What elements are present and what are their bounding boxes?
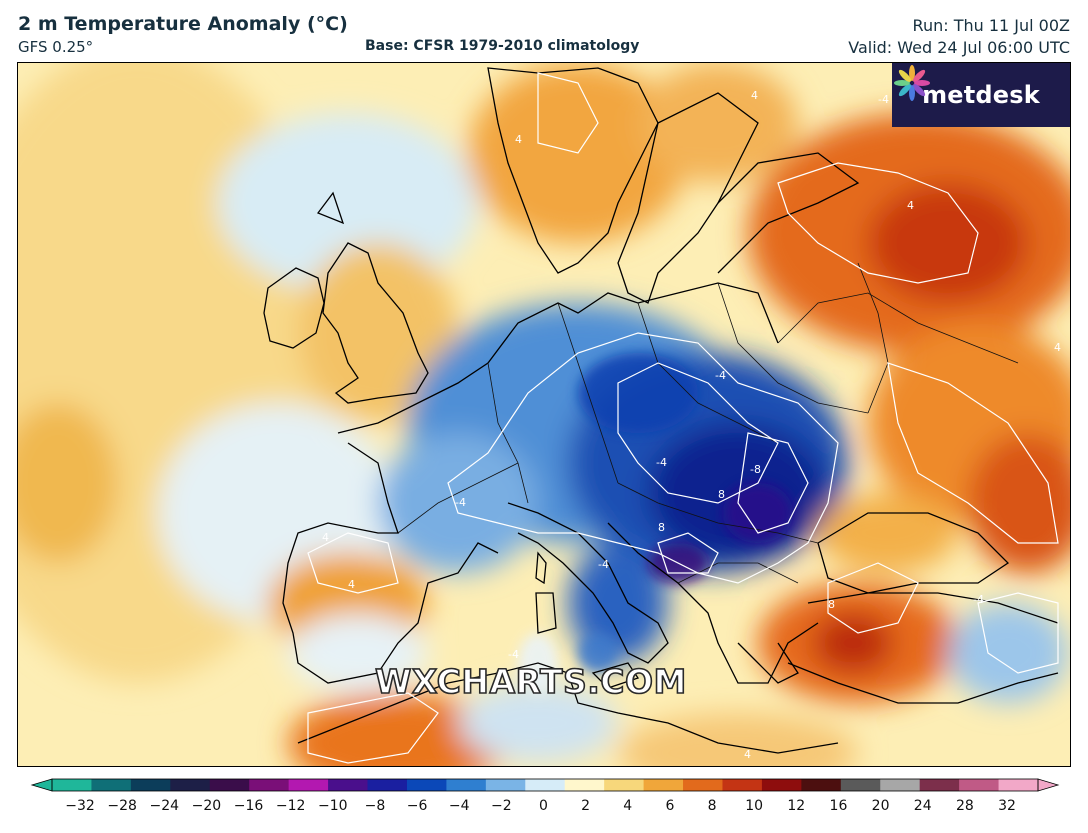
contour-label: -4	[715, 369, 726, 382]
contour-label: -4	[508, 648, 519, 661]
colorbar-tick-label: 20	[871, 798, 890, 814]
wxcharts-watermark: WXCHARTS.COM	[374, 661, 687, 702]
colorbar-tick-label: 10	[745, 798, 764, 814]
contour-label: -8	[750, 463, 761, 476]
colorbar-segment	[683, 779, 724, 791]
metdesk-flower-icon	[894, 65, 930, 101]
colorbar-segment	[52, 779, 93, 791]
contour-label: 8	[718, 488, 725, 501]
colorbar-segment	[130, 779, 171, 791]
colorbar-tick-label: 28	[955, 798, 974, 814]
colorbar-segment	[525, 779, 566, 791]
contour-label-group: 4 4 4 4 4 4 -4 -4 -4 -4 -4 -4 -8 8 8 8 -…	[322, 89, 1061, 761]
colorbar-segment	[249, 779, 290, 791]
colorbar-segment	[880, 779, 921, 791]
colorbar-segment	[959, 779, 1000, 791]
contour-label: 4	[751, 89, 758, 102]
anomaly-map[interactable]: 4 4 4 4 4 4 -4 -4 -4 -4 -4 -4 -8 8 8 8 -…	[17, 62, 1071, 767]
colorbar-tick-label: 8	[707, 798, 717, 814]
colorbar-segment	[998, 779, 1039, 791]
contour-lines	[307, 72, 1059, 764]
colorbar-segment	[288, 779, 329, 791]
contour-label: 4	[322, 531, 329, 544]
colorbar-tick-label: 2	[581, 798, 591, 814]
colorbar-tick-label: −16	[233, 798, 264, 814]
colorbar-segment	[564, 779, 605, 791]
colorbar-tick-label: −32	[65, 798, 95, 814]
colorbar-tick-label: 16	[829, 798, 848, 814]
run-label: Run: Thu 11 Jul 00Z	[912, 16, 1070, 35]
colorbar-tick-label: −24	[149, 798, 180, 814]
colorbar-tick-label: 0	[539, 798, 548, 814]
country-borders	[397, 262, 1019, 584]
colorbar-tick-label: 12	[787, 798, 806, 814]
colorbar-tick-label: 4	[623, 798, 633, 814]
contour-label: -4	[656, 456, 667, 469]
contour-label: -4	[455, 496, 466, 509]
colorbar-segment	[209, 779, 250, 791]
colorbar-border	[51, 778, 1039, 792]
colorbar-segment	[406, 779, 447, 791]
colorbar-tick-label: −12	[275, 798, 306, 814]
colorbar-tick-label: 32	[998, 798, 1016, 814]
colorbar-tick-label: 24	[913, 798, 932, 814]
contour-label: 4	[907, 199, 914, 212]
coastlines	[263, 67, 1059, 754]
model-label: GFS 0.25°	[18, 38, 94, 56]
colorbar-segment	[801, 779, 842, 791]
colorbar-tick-label: −8	[364, 798, 386, 814]
colorbar-segment	[91, 779, 132, 791]
colorbar-segment	[328, 779, 369, 791]
colorbar-tick-label: 6	[665, 798, 675, 814]
colorbar-tick-label: −2	[491, 798, 512, 814]
colorbar-segment	[840, 779, 881, 791]
colorbar-tick-label: −6	[406, 798, 428, 814]
colorbar-segment	[643, 779, 684, 791]
map-canvas: 4 4 4 4 4 4 -4 -4 -4 -4 -4 -4 -8 8 8 8 -…	[18, 63, 1070, 766]
base-climatology-label: Base: CFSR 1979-2010 climatology	[365, 38, 640, 54]
colorbar-segment	[919, 779, 960, 791]
metdesk-logo: metdesk	[892, 63, 1070, 127]
colorbar-min-arrow	[30, 778, 53, 792]
contour-label: 8	[658, 521, 665, 534]
colorbar-segment	[446, 779, 487, 791]
colorbar-segment	[761, 779, 802, 791]
metdesk-logo-text: metdesk	[922, 81, 1040, 109]
colorbar-tick-label: −28	[107, 798, 137, 814]
colorbar-segment	[722, 779, 763, 791]
contour-label: 4	[1054, 341, 1061, 354]
valid-time-label: Valid: Wed 24 Jul 06:00 UTC	[848, 38, 1070, 57]
colorbar	[30, 778, 1060, 792]
colorbar-segment	[367, 779, 408, 791]
contour-label: -4	[878, 93, 889, 106]
colorbar-segment	[485, 779, 526, 791]
colorbar-tick-label: −20	[191, 798, 222, 814]
contour-label: 8	[828, 598, 835, 611]
colorbar-segment	[170, 779, 211, 791]
colorbar-tick-label: −4	[448, 798, 470, 814]
colorbar-segment	[604, 779, 645, 791]
contour-label: 4	[348, 578, 355, 591]
colorbar-max-arrow	[1037, 778, 1060, 792]
colorbar-tick-label: −10	[318, 798, 348, 814]
contour-label: 4	[515, 133, 522, 146]
contour-label: -4	[973, 593, 984, 606]
chart-title: 2 m Temperature Anomaly (°C)	[18, 13, 348, 35]
contour-label: -4	[598, 558, 609, 571]
contour-label: 4	[744, 748, 751, 761]
